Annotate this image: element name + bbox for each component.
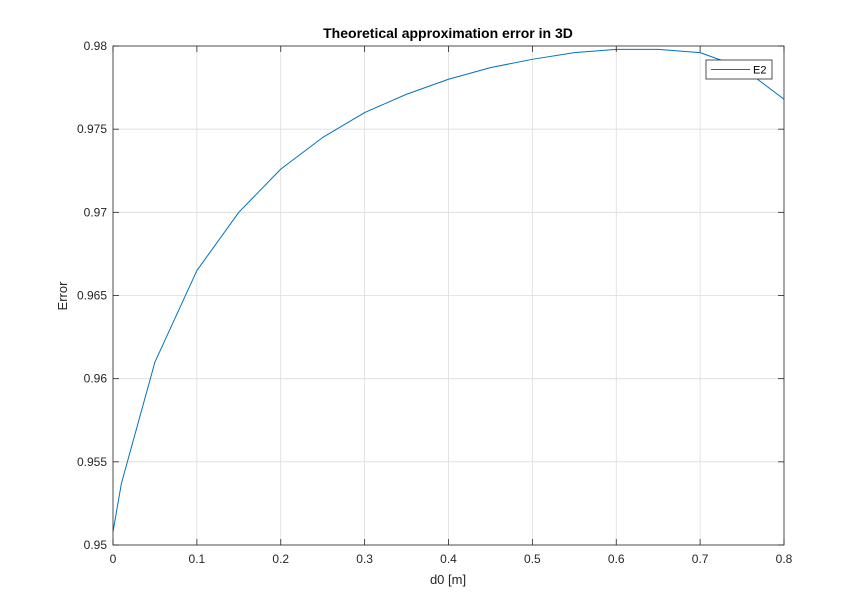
series-line-e2 [112,48,785,532]
x-tick-label: 0.7 [692,552,709,566]
legend: E2 [705,59,773,80]
x-tick-label: 0.1 [189,552,206,566]
y-tick-label: 0.955 [77,455,107,469]
y-tick-label: 0.975 [77,122,107,136]
legend-label-e2: E2 [753,65,766,77]
tick-labels: 0 0.1 0.2 0.3 0.4 0.5 0.6 0.7 0.8 0.95 0.955 0.96 0.… [77,39,793,566]
axis-ticks [112,45,785,546]
x-tick-label: 0.5 [524,552,541,566]
x-tick-label: 0.8 [776,552,793,566]
y-tick-label: 0.96 [84,372,108,386]
y-tick-label: 0.95 [84,538,108,552]
y-tick-label: 0.98 [84,39,108,53]
x-tick-label: 0.4 [440,552,457,566]
y-tick-label: 0.965 [77,289,107,303]
x-axis-label: d0 [m] [430,572,466,587]
x-tick-label: 0.6 [608,552,625,566]
x-tick-label: 0 [110,552,117,566]
chart-title: Theoretical approximation error in 3D [323,25,573,41]
y-axis-label: Error [55,281,70,311]
y-tick-label: 0.97 [84,205,108,219]
x-tick-label: 0.2 [272,552,289,566]
x-tick-label: 0.3 [356,552,373,566]
series-layer [112,48,785,532]
